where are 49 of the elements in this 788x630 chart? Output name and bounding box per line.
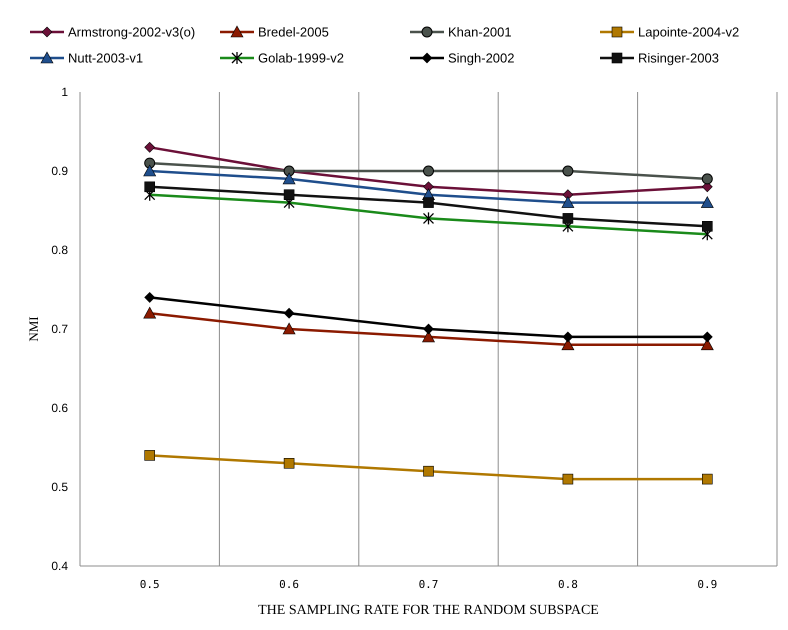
point — [702, 474, 713, 484]
point — [702, 221, 713, 232]
point — [562, 474, 574, 484]
legend-label: Singh-2002 — [448, 50, 514, 66]
y-tick-label: 1 — [61, 85, 68, 100]
point — [423, 466, 434, 476]
point — [702, 332, 713, 342]
point — [144, 142, 155, 153]
point — [562, 189, 574, 200]
x-tick-label: 0.7 — [418, 578, 438, 591]
point — [143, 164, 156, 176]
y-tick-label: 0.7 — [51, 322, 68, 336]
legend-label: Risinger-2003 — [638, 50, 719, 66]
point — [562, 166, 574, 176]
point — [423, 166, 434, 176]
point — [562, 213, 574, 224]
point — [701, 196, 714, 208]
x-tick-label: 0.6 — [279, 578, 300, 591]
legend-label: Nutt-2003-v1 — [68, 50, 144, 66]
y-tick-label: 0.6 — [51, 401, 68, 416]
point — [144, 182, 155, 192]
point — [284, 308, 294, 318]
legend-label: Golab-1999-v2 — [258, 50, 344, 66]
point — [144, 450, 155, 461]
point — [562, 196, 574, 208]
point — [282, 322, 296, 334]
y-tick-label: 0.8 — [51, 243, 68, 258]
point — [702, 173, 713, 184]
y-tick-label: 0.5 — [51, 480, 68, 494]
x-tick-label: 0.5 — [140, 578, 160, 591]
point — [423, 197, 434, 208]
x-tick-label: 0.9 — [697, 578, 718, 591]
x-tick-label: 0.8 — [558, 578, 578, 591]
point — [423, 324, 434, 334]
point — [284, 189, 294, 200]
legend-label: Armstrong-2002-v3(o) — [68, 24, 196, 40]
legend-label: Khan-2001 — [448, 24, 512, 40]
point — [143, 306, 156, 318]
point — [284, 458, 294, 469]
legend-label: Lapointe-2004-v2 — [638, 24, 740, 40]
point — [562, 332, 574, 342]
x-axis-title: THE SAMPLING RATE FOR THE RANDOM SUBSPACE — [258, 603, 599, 618]
point — [282, 172, 296, 184]
y-tick-label: 0.4 — [51, 559, 68, 574]
y-tick-label: 0.9 — [51, 164, 68, 178]
point — [144, 158, 156, 169]
point — [144, 292, 155, 303]
y-axis-title: NMI — [26, 316, 41, 342]
legend-label: Bredel-2005 — [258, 24, 329, 40]
